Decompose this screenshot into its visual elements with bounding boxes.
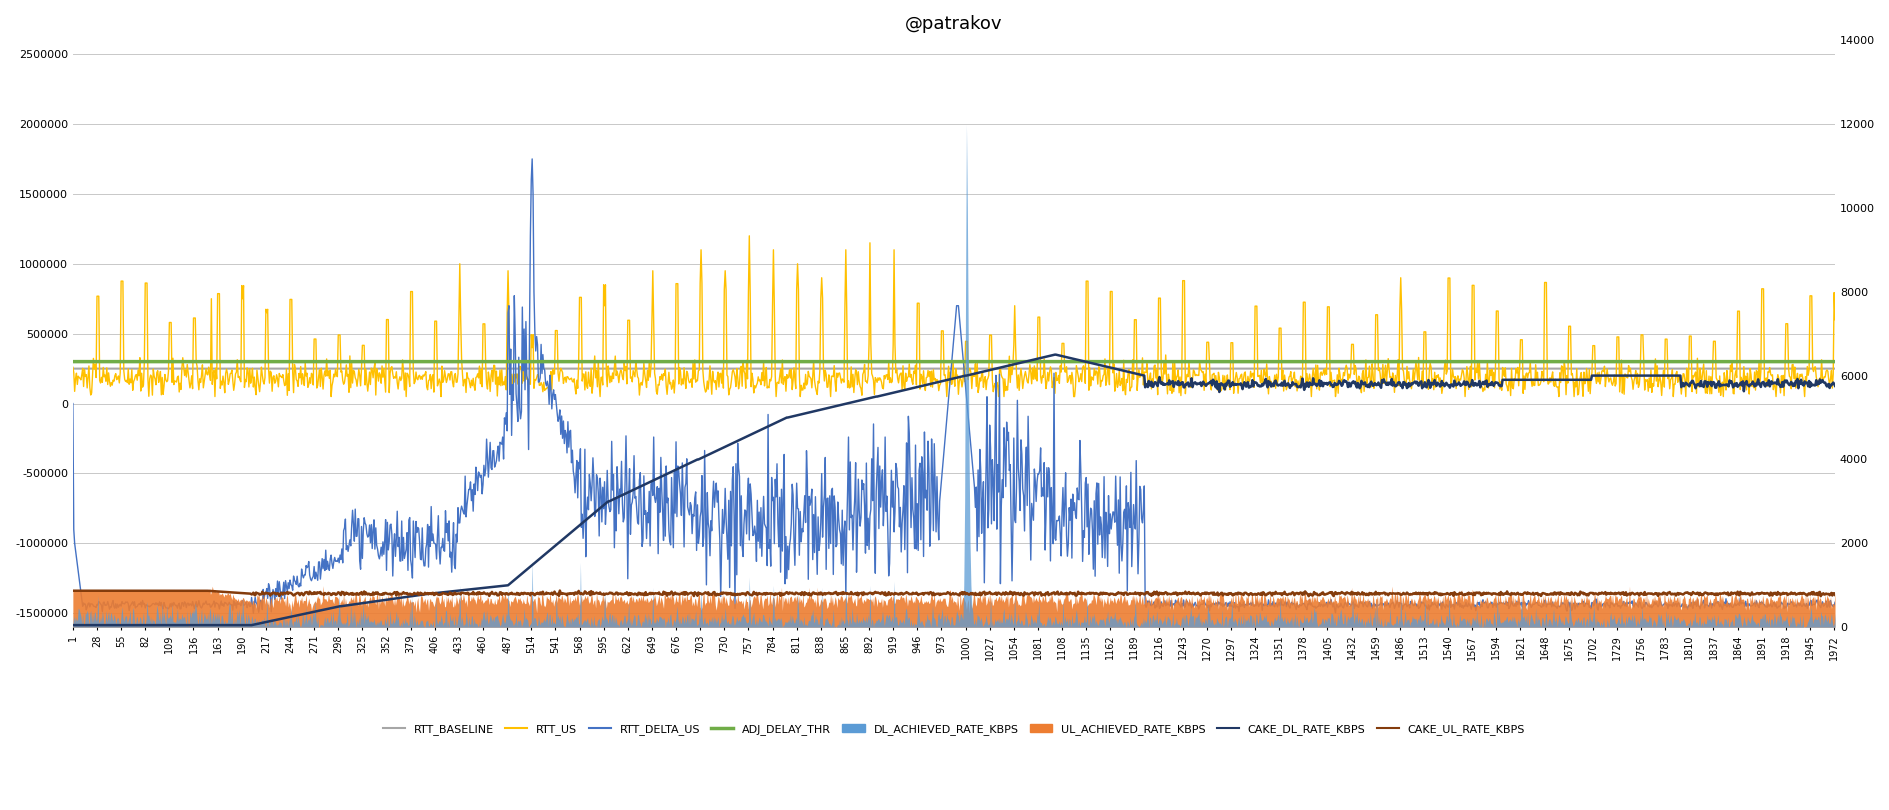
Title: @patrakov: @patrakov [905,15,1003,33]
Legend: RTT_BASELINE, RTT_US, RTT_DELTA_US, ADJ_DELAY_THR, DL_ACHIEVED_RATE_KBPS, UL_ACH: RTT_BASELINE, RTT_US, RTT_DELTA_US, ADJ_… [378,719,1528,739]
